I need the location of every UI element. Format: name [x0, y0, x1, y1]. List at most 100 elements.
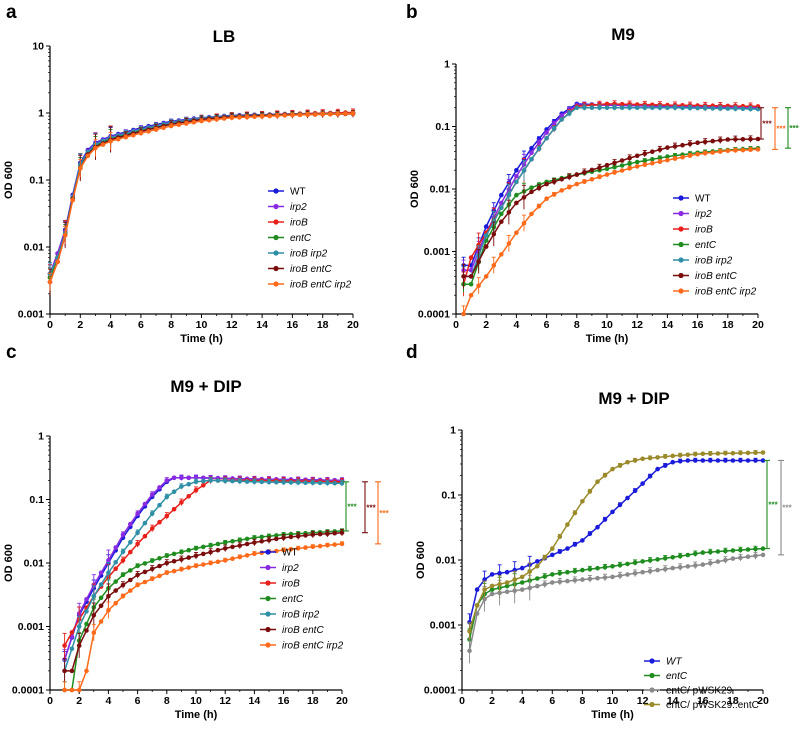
x-tick-label: 0	[453, 319, 459, 331]
data-point	[718, 149, 723, 154]
data-point	[745, 554, 751, 559]
data-point	[557, 579, 563, 585]
data-point	[662, 463, 668, 468]
data-point	[332, 542, 338, 547]
data-point	[572, 542, 578, 547]
data-point	[655, 557, 660, 562]
data-point	[557, 549, 563, 554]
data-point	[550, 580, 555, 585]
legend-marker	[649, 701, 655, 708]
data-point	[567, 174, 572, 180]
data-point	[76, 687, 82, 693]
panel-letter: d	[406, 342, 418, 363]
significance-bracket: ***	[375, 481, 389, 545]
data-point	[489, 572, 495, 577]
panel-c: c M9 + DIP 0 2 4 6 8 10 12 14 16 18 20 0.0001 0.001 0.0…	[3, 342, 389, 721]
data-point	[565, 522, 570, 527]
data-point	[164, 478, 170, 483]
data-point	[157, 563, 162, 569]
data-point	[535, 583, 540, 589]
data-point	[710, 150, 715, 155]
data-point	[640, 559, 645, 564]
data-point	[725, 137, 731, 142]
legend-label: WT	[695, 194, 711, 205]
legend-entry: iroB entC	[260, 625, 324, 636]
data-point	[680, 105, 685, 111]
data-point	[610, 509, 615, 515]
data-point	[640, 481, 645, 486]
data-point	[186, 481, 191, 487]
significance-bracket: ***	[778, 459, 792, 556]
data-point	[208, 549, 213, 555]
data-point	[662, 566, 668, 572]
data-point	[171, 551, 177, 557]
data-point	[580, 577, 585, 582]
y-tick-label: 0.0001	[12, 685, 44, 697]
data-point	[461, 274, 466, 279]
y-tick-label: 10	[32, 41, 44, 53]
data-point	[655, 455, 660, 460]
data-point	[476, 283, 481, 289]
data-point	[244, 114, 250, 120]
legend-entry: irp2	[268, 202, 307, 213]
data-point	[98, 619, 104, 624]
data-point	[128, 568, 133, 573]
data-point	[483, 244, 489, 249]
series-wt	[467, 457, 766, 631]
data-point	[201, 551, 206, 557]
data-point	[157, 519, 162, 525]
data-point	[120, 582, 126, 588]
data-point	[499, 219, 504, 224]
data-point	[179, 500, 184, 505]
data-point	[527, 585, 532, 591]
data-point	[657, 159, 663, 164]
data-point	[595, 479, 600, 485]
data-point	[84, 609, 89, 614]
data-point	[617, 502, 623, 508]
data-point	[551, 192, 557, 197]
data-point	[113, 579, 118, 584]
x-tick-label: 14	[256, 319, 268, 331]
data-point	[617, 463, 623, 468]
series-irob-entc	[62, 528, 345, 684]
data-point	[550, 572, 555, 577]
data-point	[259, 479, 265, 485]
data-point	[700, 562, 706, 567]
data-point	[733, 137, 738, 142]
data-point	[544, 135, 549, 141]
data-point	[325, 480, 330, 486]
data-point	[567, 111, 572, 116]
data-point	[499, 211, 504, 217]
data-point	[252, 551, 257, 556]
data-point	[186, 555, 191, 560]
significance-label: ***	[762, 119, 772, 128]
data-point	[738, 450, 743, 456]
data-point	[753, 553, 758, 559]
y-axis-label: OD 600	[3, 161, 15, 199]
data-point	[619, 101, 625, 107]
data-point	[206, 117, 212, 123]
data-point	[655, 466, 660, 472]
data-point	[106, 608, 111, 613]
data-point	[745, 547, 751, 552]
data-point	[514, 192, 519, 198]
data-point	[634, 102, 640, 107]
legend-marker	[678, 288, 684, 294]
legend-marker	[649, 687, 655, 693]
data-point	[680, 154, 685, 160]
data-point	[123, 134, 129, 140]
data-point	[597, 105, 602, 110]
data-point	[128, 588, 133, 593]
data-point	[536, 185, 542, 191]
legend-marker	[678, 257, 684, 263]
data-point	[142, 561, 148, 566]
y-tick-label: 0.01	[24, 558, 45, 570]
data-point	[693, 551, 698, 557]
x-tick-label: 14	[249, 695, 261, 707]
data-point	[647, 558, 653, 563]
data-point	[461, 311, 466, 317]
x-tick-label: 6	[138, 319, 144, 331]
data-point	[715, 458, 721, 463]
significance-bracket: ***	[758, 107, 772, 140]
significance-bracket: ***	[764, 459, 778, 550]
